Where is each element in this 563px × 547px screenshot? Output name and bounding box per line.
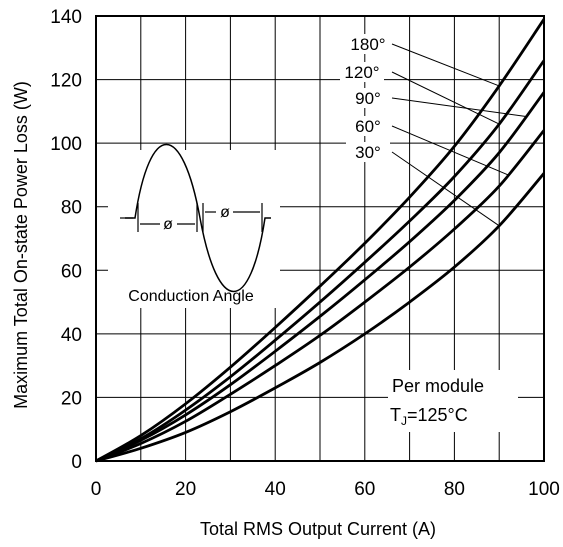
note-background	[388, 370, 518, 432]
y-tick-label: 140	[50, 7, 82, 28]
y-tick-label: 0	[71, 452, 82, 473]
phi-symbol-left: ø	[163, 216, 173, 233]
note-line-1: Per module	[392, 376, 484, 396]
series-leader-line	[391, 125, 509, 176]
y-tick-label: 60	[61, 261, 82, 282]
y-tick-label: 100	[50, 134, 82, 155]
note-line-2: TJ=125°C	[390, 405, 468, 428]
data-series	[95, 18, 546, 463]
inset-caption: Conduction Angle	[128, 288, 254, 305]
per-module-note: Per module TJ=125°C	[388, 370, 518, 432]
series-label: 120°	[344, 63, 379, 82]
series-label: 60°	[355, 117, 381, 136]
series-label-bg	[346, 88, 390, 108]
series-label: 180°	[350, 35, 385, 54]
series-label: 30°	[355, 143, 381, 162]
x-tick-label: 100	[528, 479, 560, 500]
conduction-angle-inset: ø ø Conduction Angle	[108, 143, 280, 308]
y-tick-label: 80	[61, 198, 82, 219]
x-tick-label: 40	[265, 479, 286, 500]
x-tick-labels: 0 20 40 60 80 100	[91, 479, 560, 500]
series-line	[95, 172, 546, 463]
series-leader-line	[391, 97, 527, 117]
series-label-bg	[346, 34, 390, 54]
tj-prefix: T	[390, 405, 401, 425]
series-line	[95, 91, 546, 463]
series-line	[95, 59, 546, 463]
y-tick-label: 20	[61, 388, 82, 409]
series-leader-line	[391, 43, 500, 87]
inset-background	[108, 150, 280, 308]
sine-waveform	[125, 143, 271, 293]
x-tick-label: 60	[354, 479, 375, 500]
series-label-bg	[346, 116, 390, 136]
series-line	[95, 18, 546, 463]
x-tick-label: 20	[175, 479, 196, 500]
series-labels: 180° 120° 90° 60° 30°	[340, 34, 390, 162]
x-axis-label: Total RMS Output Current (A)	[200, 519, 436, 539]
series-label: 90°	[355, 89, 381, 108]
x-tick-label: 80	[444, 479, 465, 500]
series-leader-line	[391, 151, 500, 227]
tj-value: =125°C	[407, 405, 468, 425]
y-tick-label: 40	[61, 325, 82, 346]
plot-frame	[95, 15, 545, 462]
phi-symbol-right: ø	[220, 204, 230, 221]
y-tick-labels: 0 20 40 60 80 100 120 140	[50, 7, 82, 473]
y-axis-label: Maximum Total On-state Power Loss (W)	[11, 81, 31, 409]
tj-subscript: J	[401, 414, 407, 428]
series-line	[95, 129, 546, 463]
x-tick-label: 0	[91, 479, 102, 500]
series-leader-line	[391, 71, 500, 125]
y-tick-label: 120	[50, 71, 82, 92]
series-label-bg	[346, 142, 390, 162]
series-label-bg	[340, 62, 384, 82]
series-leader-lines	[391, 43, 527, 227]
